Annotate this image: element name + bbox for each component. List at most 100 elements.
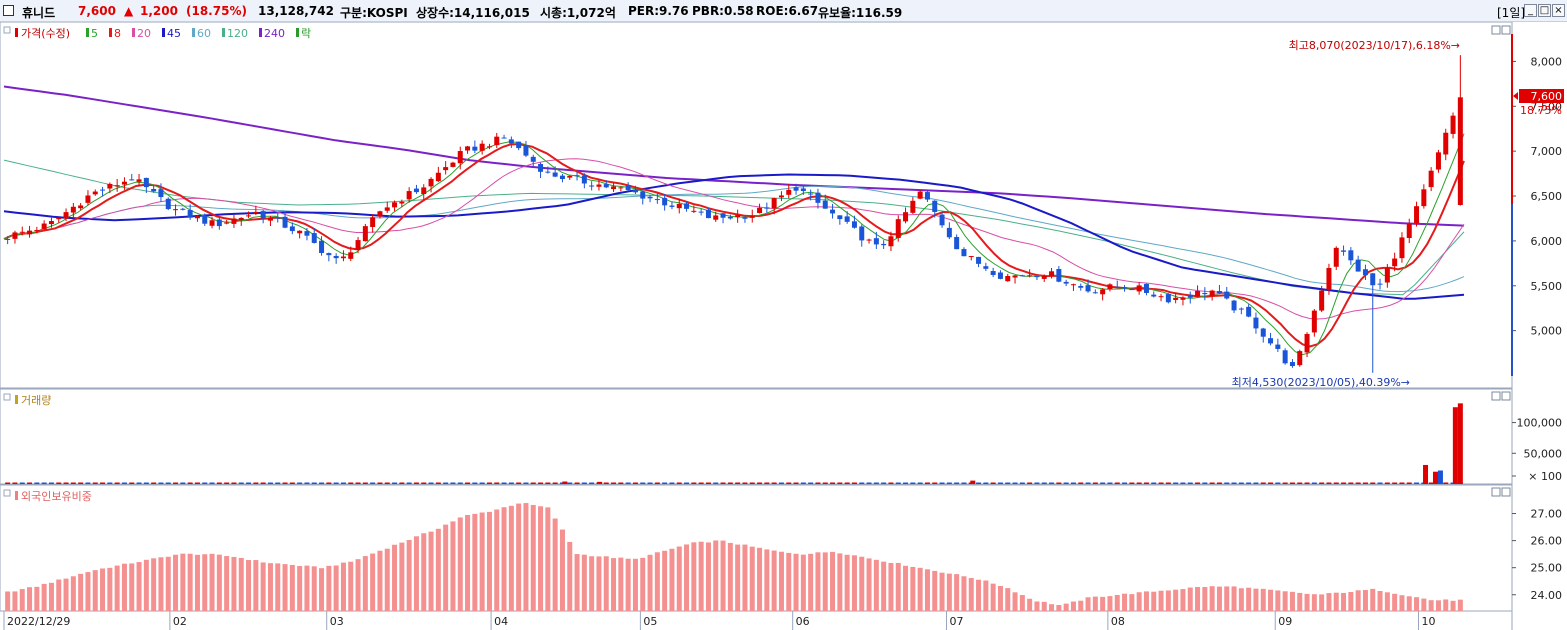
- volume-bar: [311, 482, 317, 484]
- volume-bar: [5, 482, 11, 484]
- foreign-bar: [873, 559, 879, 611]
- candle-body: [559, 175, 565, 180]
- foreign-bar: [1333, 592, 1339, 611]
- minimize-button[interactable]: _: [1524, 4, 1537, 17]
- legend-box-icon[interactable]: [3, 489, 11, 497]
- candle-body: [457, 151, 463, 164]
- stock-chart[interactable]: 가격(수정) 5 8 20 45 60 120 240 락 거래량 외국인보유비중 8,000…: [0, 22, 1567, 630]
- legend-volume[interactable]: 거래량: [21, 394, 51, 407]
- ma-legend-20[interactable]: 20: [137, 27, 151, 40]
- volume-bar: [727, 482, 733, 484]
- legend-extra[interactable]: 락: [301, 27, 311, 40]
- candle-body: [1304, 333, 1310, 353]
- foreign-bar: [399, 542, 405, 611]
- foreign-bar: [1114, 595, 1120, 611]
- ma-legend-120[interactable]: 120: [227, 27, 248, 40]
- panel-max-icon[interactable]: [1491, 487, 1501, 497]
- foreign-bar: [808, 553, 814, 611]
- panel-max-icon[interactable]: [1491, 25, 1501, 35]
- candle-body: [859, 226, 865, 241]
- volume-bar: [574, 482, 580, 484]
- candle-body: [545, 171, 551, 173]
- volume-bar: [282, 482, 288, 484]
- period-selector[interactable]: [1일]: [1497, 6, 1526, 20]
- candle-body: [1377, 283, 1383, 285]
- candle-body: [771, 198, 777, 209]
- foreign-bar: [450, 521, 456, 611]
- volume-bar: [246, 482, 252, 484]
- candle-body: [421, 187, 427, 195]
- volume-bar: [392, 482, 398, 484]
- candle-body: [793, 187, 799, 191]
- foreign-bar: [1012, 592, 1018, 611]
- foreign-bar: [19, 589, 25, 611]
- panel-close-icon[interactable]: [1501, 391, 1511, 401]
- panel-close-icon[interactable]: [1501, 25, 1511, 35]
- x-tick-label: 02: [173, 615, 187, 628]
- foreign-bar: [1275, 590, 1281, 611]
- volume-bar: [421, 482, 427, 484]
- foreign-bar: [311, 566, 317, 611]
- ma-legend-marker: [162, 28, 165, 37]
- volume-panel: [0, 388, 1513, 485]
- foreign-bar: [70, 576, 76, 611]
- candle-body: [311, 233, 317, 243]
- foreign-bar: [129, 563, 135, 611]
- volume-bar: [917, 482, 923, 484]
- legend-box-icon[interactable]: [3, 393, 11, 401]
- candle-body: [1399, 237, 1405, 259]
- x-tick-label: 04: [494, 615, 508, 628]
- candle-body: [954, 237, 960, 250]
- legend-price[interactable]: 가격(수정): [21, 27, 70, 40]
- volume-bar: [1392, 482, 1398, 484]
- ma-legend-60[interactable]: 60: [197, 27, 211, 40]
- volume-bar: [662, 482, 668, 484]
- x-tick-label: 07: [950, 615, 964, 628]
- candle-body: [1246, 306, 1252, 317]
- candle-body: [589, 185, 595, 187]
- x-tick-label: 06: [796, 615, 810, 628]
- foreign-bar: [1209, 586, 1215, 611]
- foreign-bar: [1129, 594, 1135, 611]
- candle-body: [173, 209, 179, 211]
- ma-legend-8[interactable]: 8: [114, 27, 121, 40]
- foreign-bar: [63, 578, 69, 611]
- volume-bar: [348, 482, 354, 484]
- foreign-tick-label: 26.00: [1531, 535, 1563, 548]
- select-checkbox[interactable]: [3, 5, 14, 16]
- candle-body: [1195, 291, 1201, 297]
- candle-body: [48, 221, 54, 225]
- volume-bar: [1246, 482, 1252, 484]
- foreign-bar: [903, 565, 909, 611]
- legend-box-icon[interactable]: [3, 26, 11, 34]
- ma-legend-240[interactable]: 240: [264, 27, 285, 40]
- foreign-bar: [1246, 587, 1252, 611]
- candle-body: [530, 156, 536, 162]
- volume-bar: [749, 482, 755, 484]
- foreign-bar: [581, 554, 587, 611]
- legend-foreign[interactable]: 외국인보유비중: [21, 490, 92, 503]
- close-button[interactable]: ×: [1552, 4, 1565, 17]
- candle-body: [1362, 269, 1368, 276]
- volume-bar: [961, 482, 967, 484]
- panel-close-icon[interactable]: [1501, 487, 1511, 497]
- price-change-pct: (18.75%): [186, 4, 247, 18]
- candle-body: [924, 192, 930, 200]
- ma-legend-45[interactable]: 45: [167, 27, 181, 40]
- foreign-bar: [158, 557, 164, 611]
- volume-bar: [523, 482, 529, 484]
- foreign-bar: [406, 540, 412, 611]
- candle-body: [1136, 285, 1142, 292]
- volume-bar: [654, 482, 660, 484]
- candle-body: [1129, 289, 1135, 291]
- candle-body: [34, 230, 40, 232]
- candle-body: [465, 146, 471, 151]
- panel-max-icon[interactable]: [1491, 391, 1501, 401]
- maximize-button[interactable]: □: [1538, 4, 1551, 17]
- volume-bar: [632, 482, 638, 484]
- volume-bar: [304, 482, 310, 484]
- foreign-bar: [822, 552, 828, 611]
- ma-legend-5[interactable]: 5: [91, 27, 98, 40]
- foreign-bar: [209, 553, 215, 611]
- foreign-bar: [224, 556, 230, 611]
